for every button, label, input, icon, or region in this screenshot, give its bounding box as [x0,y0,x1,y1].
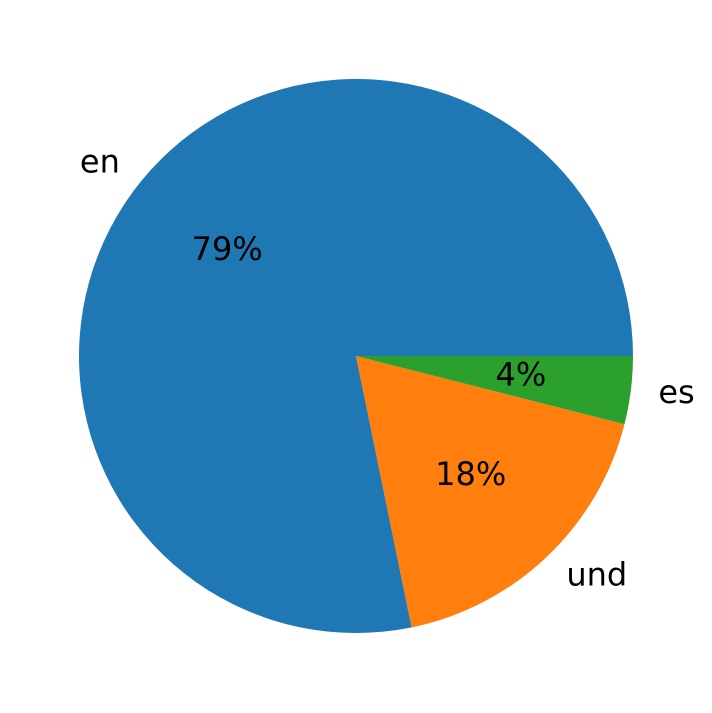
percent-label: 18% [435,455,506,493]
percent-label: 79% [192,230,263,268]
percent-label: 4% [496,356,547,394]
pie-slice [356,356,625,628]
slice-label: es [658,373,694,411]
pie-slice [356,356,633,425]
slice-label: und [566,555,627,593]
slice-label: en [80,142,120,180]
